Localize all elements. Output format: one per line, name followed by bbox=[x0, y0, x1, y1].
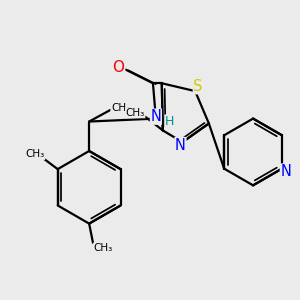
Text: N: N bbox=[280, 164, 291, 179]
Text: CH₃: CH₃ bbox=[26, 149, 45, 159]
Text: CH₃: CH₃ bbox=[111, 103, 130, 113]
Text: O: O bbox=[112, 60, 124, 75]
Text: CH₃: CH₃ bbox=[126, 108, 145, 118]
Text: N: N bbox=[175, 138, 186, 153]
Text: S: S bbox=[194, 79, 203, 94]
Text: N: N bbox=[151, 109, 161, 124]
Text: CH₃: CH₃ bbox=[93, 243, 112, 253]
Text: H: H bbox=[165, 115, 174, 128]
